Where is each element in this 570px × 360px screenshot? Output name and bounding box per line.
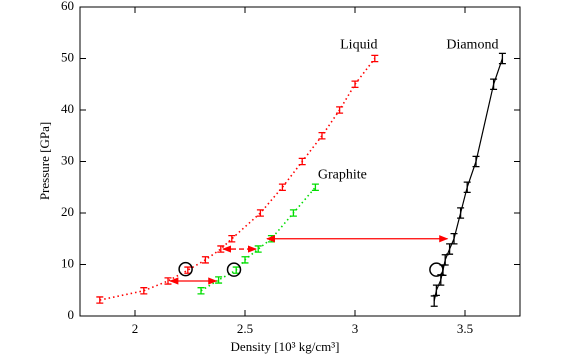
error-bar [241,256,249,264]
y-tick-label: 30 [61,152,74,167]
series-line [99,58,376,301]
error-bar [311,183,319,191]
error-bar [201,256,209,264]
error-bar [450,232,458,245]
error-bar [432,284,440,297]
x-tick-label: 2 [132,321,139,336]
error-bar [336,106,344,114]
error-bar [498,52,506,65]
error-bar [140,287,148,295]
y-tick-label: 20 [61,204,74,219]
x-axis-label: Density [10³ kg/cm³] [231,339,340,354]
y-tick-label: 0 [68,307,75,322]
error-bar [278,183,286,191]
error-bar [232,266,240,274]
error-bar [463,181,471,194]
y-tick-label: 40 [61,101,74,116]
y-axis-label: Pressure [GPa] [37,122,52,200]
error-bar [298,157,306,166]
error-bar [256,209,264,217]
error-bar [371,54,379,63]
error-bar [351,80,359,88]
error-bar [430,295,438,307]
error-bar [490,78,498,91]
error-bar [472,155,480,168]
highlight-circle [226,262,242,277]
series-label: Graphite [318,167,367,182]
y-tick-label: 60 [61,0,74,13]
highlight-circle [178,261,193,277]
highlight-circle [429,262,444,277]
y-tick-label: 10 [61,255,74,270]
series-label: Liquid [340,38,377,53]
error-bar [318,132,326,140]
x-tick-label: 3 [352,321,359,336]
plot-frame [79,6,521,317]
error-bar [457,207,465,219]
x-tick-label: 2.5 [237,321,253,336]
error-bar [228,235,236,243]
error-bar [441,254,449,266]
error-bar [96,296,104,304]
error-bar [197,287,205,295]
error-bar [289,209,297,217]
series-label: Diamond [446,38,498,53]
y-tick-label: 50 [61,49,74,64]
x-tick-label: 3.5 [457,321,473,336]
error-bar [446,243,454,255]
